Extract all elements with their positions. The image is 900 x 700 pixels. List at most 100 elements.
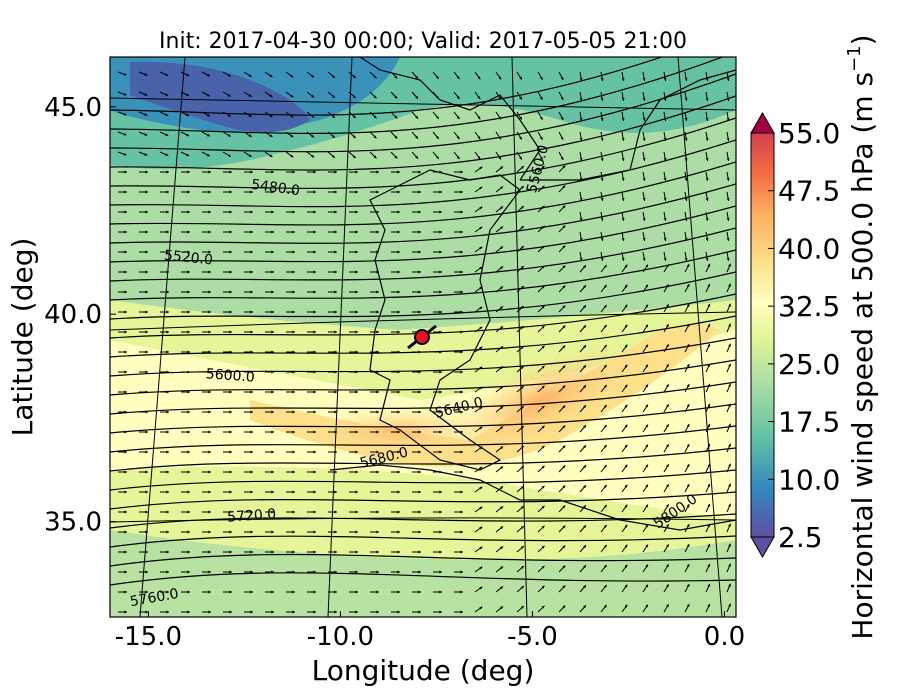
wind-vector-head [541,565,545,569]
wind-vector-head [166,450,169,454]
wind-vector-head [603,364,607,368]
wind-vector-head [460,190,463,194]
wind-vector-head [439,490,442,494]
wind-vector-head [705,98,709,101]
wind-vector-head [124,230,127,234]
wind-vector-head [707,303,711,307]
wind-vector-head [208,230,211,234]
wind-vector-head [539,156,543,160]
wind-vector-head [562,525,566,529]
wind-vector-head [292,390,295,394]
contour-line [110,447,736,472]
wind-vector-head [583,525,586,529]
wind-vector-head [479,206,483,210]
wind-vector-head [292,610,295,614]
wind-vector-head [600,78,604,81]
wind-vector-head [145,210,148,214]
wind-vector-head [145,390,148,394]
wind-vector-head [248,134,252,137]
wind-vector-head [269,94,273,98]
y-axis-ticks: 35.0 40.0 45.0 [44,93,116,538]
wind-vector-head [313,270,316,274]
wind-vector-head [145,470,148,474]
wind-vector-head [479,366,483,370]
wind-vector-head [666,364,669,368]
wind-vector-head [645,344,648,348]
contour-line [110,271,736,320]
wind-vector-head [728,383,731,387]
contour-line [110,535,736,548]
wind-vector-head [603,584,607,588]
wind-vector-head [355,450,358,454]
wind-vector-head [394,135,398,139]
wind-vector-head [166,410,169,414]
wind-vector-head [642,238,646,241]
wind-vector-head [541,405,545,409]
wind-vector-head [250,610,253,614]
colorbar-tick-label: 47.5 [778,175,840,208]
wind-vector-head [376,190,379,194]
wind-vector-head [686,384,690,388]
wind-vector-head [123,152,127,156]
wind-vector-head [145,270,148,274]
wind-vector-head [500,186,504,190]
wind-vector-head [603,604,607,608]
wind-vector-head [250,290,253,294]
wind-vector-head [728,543,731,547]
wind-vector-head [707,463,711,467]
wind-vector-head [397,250,400,254]
wind-vector-head [418,290,421,294]
wind-vector-head [292,490,295,494]
wind-vector-head [705,258,709,261]
wind-vector-head [479,486,483,490]
wind-vector-head [562,365,566,369]
wind-vector-head [562,485,566,489]
wind-vector-head [460,590,463,594]
contour-label: 5720.0 [227,506,277,525]
wind-vector-head [397,430,400,434]
wind-vector-head [479,306,483,310]
wind-vector-head [663,78,667,81]
wind-vector-head [250,490,253,494]
wind-vector-head [355,610,358,614]
wind-vector-head [397,310,400,314]
wind-vector-head [541,345,545,349]
wind-vector-head [439,430,442,434]
wind-vector-head [439,410,442,414]
wind-vector-head [206,153,210,157]
wind-vector-head [313,350,316,354]
wind-vector-head [124,210,127,214]
wind-vector-head [498,156,502,160]
wind-vector-head [208,430,211,434]
wind-vector-head [269,74,273,78]
wind-vector-head [355,550,358,554]
wind-vector-head [539,76,543,80]
wind-vector-head [248,114,252,117]
wind-vector-head [250,590,253,594]
wind-vector-head [624,584,628,588]
wind-vector-head [292,270,295,274]
wind-vector-head [579,258,583,261]
wind-vector-head [686,604,690,608]
wind-vector-head [520,186,524,189]
wind-vector-head [229,290,232,294]
wind-vector-head [415,115,419,119]
wind-vector-head [166,590,169,594]
wind-vector-head [311,114,315,118]
contour-line [110,381,736,415]
wind-vector-head [229,570,232,574]
wind-vector-head [460,570,463,574]
wind-vector-head [334,510,337,514]
wind-vector-head [645,524,648,528]
wind-vector-head [500,306,504,310]
wind-vector-head [124,470,127,474]
contour-line [110,425,736,453]
wind-vector-head [187,550,190,554]
wind-vector-head [686,584,690,588]
wind-vector-head [562,205,566,209]
wind-vector-head [145,290,148,294]
wind-vector-head [397,350,400,354]
wind-vector-head [229,390,232,394]
wind-vector-head [520,546,524,549]
wind-vector-head [707,363,711,367]
